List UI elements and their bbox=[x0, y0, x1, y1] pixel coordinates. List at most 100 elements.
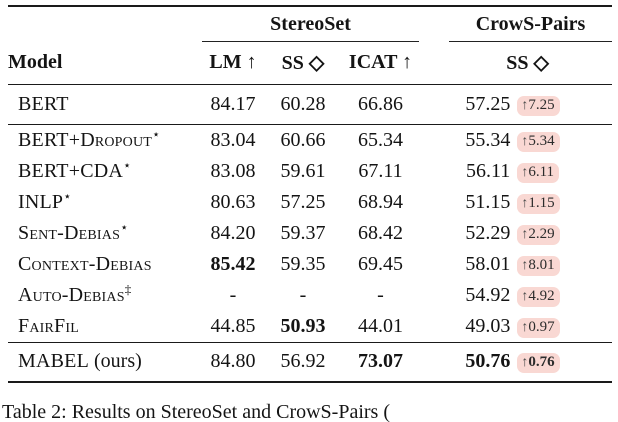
model-name: Auto-Debias‡ bbox=[18, 281, 132, 306]
delta-value: 5.34 bbox=[528, 133, 555, 149]
ss-value: 60.28 bbox=[268, 84, 338, 125]
delta-badge: ↑7.25 bbox=[517, 96, 560, 116]
delta-value: 8.01 bbox=[528, 257, 555, 273]
crows-ss-value: 50.76 bbox=[465, 350, 511, 372]
up-arrow-icon: ↑ bbox=[521, 165, 529, 180]
up-arrow-icon: ↑ bbox=[521, 196, 529, 211]
crows-pairs-group-header: CrowS-Pairs bbox=[449, 13, 613, 42]
delta-badge: ↑6.11 bbox=[517, 163, 560, 183]
crows-ss-cell: 52.29 ↑2.29 bbox=[443, 218, 612, 249]
crows-ss-cell: 57.25 ↑7.25 bbox=[443, 84, 613, 125]
stereoset-group-header: StereoSet bbox=[202, 13, 420, 42]
row-gap bbox=[423, 218, 443, 249]
delta-value: 2.29 bbox=[528, 226, 555, 242]
crows-ss-cell: 55.34 ↑5.34 bbox=[443, 125, 612, 157]
up-arrow-icon: ↑ bbox=[521, 289, 529, 304]
delta-badge: ↑5.34 bbox=[517, 132, 560, 152]
table-row-fairfil: FairFil 44.85 50.93 44.01 49.03 ↑0.97 bbox=[8, 311, 613, 343]
icat-value: 44.01 bbox=[338, 311, 424, 343]
lm-value: 83.08 bbox=[210, 160, 256, 182]
table-row-context-debias: Context-Debias 85.42 59.35 69.45 58.01 ↑8… bbox=[8, 249, 612, 280]
group-header-gap bbox=[423, 6, 443, 42]
model-superscript: ⋆ bbox=[152, 126, 161, 142]
icat-value: 68.42 bbox=[358, 222, 404, 244]
row-gap bbox=[423, 125, 443, 157]
lm-value: - bbox=[229, 284, 237, 306]
group-header-blank bbox=[8, 6, 198, 42]
lm-value: 84.17 bbox=[198, 84, 268, 125]
icat-value: 67.11 bbox=[358, 160, 403, 182]
crows-ss-value: 58.01 bbox=[465, 253, 511, 275]
row-gap bbox=[423, 280, 443, 311]
delta-value: 4.92 bbox=[528, 288, 555, 304]
model-superscript: ⋆ bbox=[63, 188, 72, 204]
row-gap bbox=[423, 343, 443, 383]
row-gap bbox=[423, 187, 443, 218]
model-name: Context-Debias bbox=[18, 253, 152, 275]
model-name: BERT bbox=[8, 84, 198, 125]
model-superscript: ⋆ bbox=[120, 219, 129, 235]
table-row-bert: BERT 84.17 60.28 66.86 57.25 ↑7.25 bbox=[8, 84, 613, 125]
up-arrow-icon: ↑ bbox=[521, 320, 529, 335]
lm-value: 85.42 bbox=[210, 253, 256, 275]
up-arrow-icon: ↑ bbox=[521, 134, 529, 149]
table-row-bert-dropout: BERT+Dropout⋆ 83.04 60.66 65.34 55.34 ↑5.… bbox=[8, 125, 612, 157]
ss-value: 56.92 bbox=[280, 350, 326, 372]
group-header-stereoset-cell: StereoSet bbox=[198, 6, 423, 42]
group-header-row: StereoSet CrowS-Pairs bbox=[8, 6, 613, 42]
model-column-header: Model bbox=[8, 42, 198, 85]
icat-value: 69.45 bbox=[358, 253, 404, 275]
model-name: Sent-Debias⋆ bbox=[18, 219, 129, 244]
group-header-crows-cell: CrowS-Pairs bbox=[443, 6, 613, 42]
lm-value: 83.04 bbox=[210, 129, 256, 151]
lm-column-header: LM ↑ bbox=[198, 42, 268, 85]
table-row-sent-debias: Sent-Debias⋆ 84.20 59.37 68.42 52.29 ↑2.2… bbox=[8, 218, 612, 249]
column-header-row: Model LM ↑ SS ◇ ICAT ↑ SS ◇ bbox=[8, 42, 613, 85]
crows-ss-column-header: SS ◇ bbox=[443, 42, 613, 85]
crows-ss-value: 51.15 bbox=[465, 191, 511, 213]
delta-value: 6.11 bbox=[528, 164, 555, 180]
crows-ss-value: 54.92 bbox=[465, 284, 511, 306]
crows-ss-value: 55.34 bbox=[465, 129, 511, 151]
crows-ss-cell: 56.11 ↑6.11 bbox=[443, 156, 612, 187]
lm-value: 84.80 bbox=[210, 350, 256, 372]
crows-ss-cell: 51.15 ↑1.15 bbox=[443, 187, 612, 218]
icat-value: 68.94 bbox=[358, 191, 404, 213]
ss-value: - bbox=[299, 284, 307, 306]
delta-value: 0.97 bbox=[528, 319, 555, 335]
table-caption: Table 2: Results on StereoSet and CrowS-… bbox=[2, 401, 390, 422]
ss-value: 50.93 bbox=[268, 311, 338, 343]
results-table: StereoSet CrowS-Pairs Model LM ↑ SS ◇ IC… bbox=[8, 5, 613, 383]
model-name: BERT+Dropout⋆ bbox=[18, 126, 161, 151]
ss-value: 59.35 bbox=[280, 253, 326, 275]
lm-value: 44.85 bbox=[198, 311, 268, 343]
table-row-bert-cda: BERT+CDA⋆ 83.08 59.61 67.11 56.11 ↑6.11 bbox=[8, 156, 612, 187]
delta-value: 1.15 bbox=[528, 195, 555, 211]
lm-value: 84.20 bbox=[210, 222, 256, 244]
model-name: FairFil bbox=[8, 311, 198, 343]
crows-ss-value: 52.29 bbox=[465, 222, 511, 244]
crows-ss-cell: 50.76 ↑0.76 bbox=[443, 343, 612, 383]
row-gap bbox=[423, 84, 444, 125]
ss-value: 59.37 bbox=[280, 222, 326, 244]
delta-value: 7.25 bbox=[528, 97, 555, 113]
delta-badge: ↑0.76 bbox=[517, 353, 560, 373]
up-arrow-icon: ↑ bbox=[521, 258, 529, 273]
icat-value: - bbox=[377, 284, 384, 306]
row-gap bbox=[423, 311, 444, 343]
ss-value: 60.66 bbox=[280, 129, 326, 151]
up-arrow-icon: ↑ bbox=[521, 227, 529, 242]
crows-ss-cell: 54.92 ↑4.92 bbox=[443, 280, 612, 311]
table-row-mabel: MABEL (ours) 84.80 56.92 73.07 50.76 ↑0.7… bbox=[8, 343, 612, 383]
icat-value: 73.07 bbox=[358, 350, 404, 372]
ss-value: 57.25 bbox=[280, 191, 326, 213]
model-superscript: ⋆ bbox=[123, 157, 132, 173]
icat-value: 66.86 bbox=[338, 84, 424, 125]
model-name: BERT+CDA⋆ bbox=[18, 157, 132, 182]
table-row-auto-debias: Auto-Debias‡ - - - 54.92 ↑4.92 bbox=[8, 280, 612, 311]
crows-ss-value: 49.03 bbox=[465, 315, 511, 337]
delta-badge: ↑8.01 bbox=[517, 256, 560, 276]
model-name: MABEL (ours) bbox=[18, 350, 142, 372]
icat-column-header: ICAT ↑ bbox=[338, 42, 424, 85]
crows-ss-cell: 49.03 ↑0.97 bbox=[443, 311, 613, 343]
